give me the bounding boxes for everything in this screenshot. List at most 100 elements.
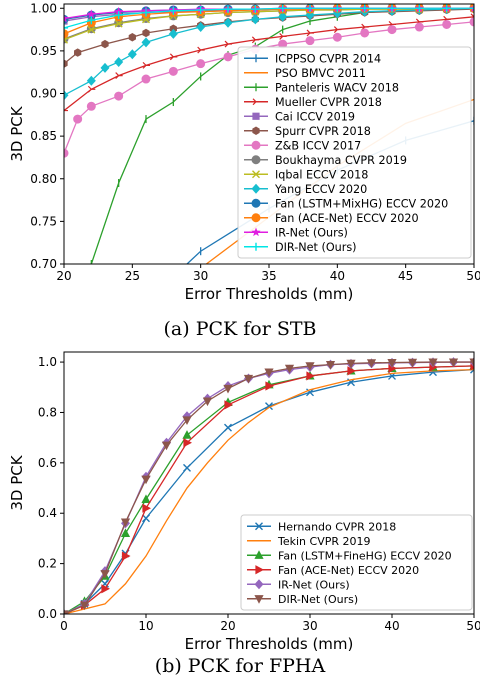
stb-legend-label-13: DIR-Net (Ours) [275,241,357,254]
stb-series-9-point-3 [114,56,124,67]
stb-x-tick-label-1: 25 [125,269,140,283]
stb-series-5-point-4 [142,28,150,38]
stb-series-6-point-16 [469,17,474,27]
stb-series-13-point-11 [360,4,369,13]
fpha-y-tick-label-1: 0.2 [38,557,57,571]
stb-series-line-3 [64,16,474,112]
stb-series-13-point-5 [196,5,205,14]
fpha-x-tick-label-5: 50 [466,619,480,633]
stb-series-5-point-3 [128,33,136,42]
stb-legend-marker-3 [252,98,260,106]
fpha-chart-panel: 0 10 20 30 40 50 0.0 0.2 0.4 0.6 0.8 1.0 Error Thres… [8,351,480,653]
fpha-x-tick-label-3: 30 [302,619,317,633]
stb-legend-marker-7 [251,155,261,165]
stb-series-9-point-6 [168,28,178,39]
fpha-x-tick-label-1: 10 [138,619,153,633]
stb-y-tick-label-1: 0.75 [30,214,57,228]
stb-series-13-point-7 [251,5,260,14]
fpha-series-5-point-9 [243,374,254,384]
stb-series-6-point-10 [305,36,315,46]
fpha-series-5-point-0 [64,610,69,614]
stb-series-3-point-5 [197,46,205,54]
fpha-y-tick-label-3: 0.6 [38,456,57,470]
fpha-series-5-point-1 [79,601,90,611]
fpha-series-5-point-16 [387,358,397,368]
fpha-legend-marker-3 [255,565,264,575]
fpha-y-tick-label-0: 0.0 [38,607,57,621]
fpha-series-5-point-4 [141,475,151,485]
stb-series-13-point-2 [114,11,123,20]
fpha-series-3-point-5 [183,438,192,448]
stb-series-5-point-5 [169,24,177,33]
stb-y-tick-label-0: 0.70 [30,257,57,271]
stb-series-9-point-2 [100,62,110,73]
fpha-series-3-point-4 [142,503,151,513]
stb-legend-label-1: PSO BMVC 2011 [275,67,366,80]
fpha-series-5-point-18 [428,358,438,368]
fpha-y-axis-label: 3D PCK [8,454,26,510]
stb-series-3-point-4 [169,53,178,61]
stb-series-12-point-0 [64,13,69,23]
stb-legend-marker-10 [251,198,261,208]
stb-series-9-point-4 [127,49,137,60]
stb-x-tick-label-2: 30 [193,269,208,283]
stb-series-11-point-0 [64,29,69,39]
stb-x-tick-label-4: 40 [330,269,345,283]
stb-legend-label-7: Boukhayma CVPR 2019 [275,154,407,167]
stb-x-tick-label-6: 50 [466,269,480,283]
fpha-series-3-point-9 [347,366,356,376]
stb-series-6-point-12 [360,28,370,38]
fpha-series-2-point-5 [182,430,192,439]
stb-series-3-point-3 [142,61,150,69]
stb-legend-marker-9 [251,183,261,194]
fpha-legend-box [240,514,473,611]
fpha-series-5-point-5 [161,441,172,451]
stb-y-tick-label-3: 0.85 [30,129,57,143]
fpha-series-5-point-17 [407,358,418,368]
stb-series-6-point-6 [196,59,206,69]
stb-series-3-point-6 [224,40,232,48]
stb-series-13-point-14 [442,4,451,13]
stb-series-13-point-9 [306,4,314,13]
stb-legend-marker-4 [252,112,260,120]
fpha-legend-label-3: Fan (ACE-Net) ECCV 2020 [278,564,419,577]
stb-series-9-point-9 [250,14,260,25]
fpha-series-group [64,357,474,614]
fpha-series-3-point-8 [306,371,315,381]
fpha-series-2-point-4 [141,494,151,503]
fpha-series-5-point-15 [366,359,377,368]
fpha-x-tick-label-4: 40 [384,619,399,633]
stb-series-line-13 [64,7,474,29]
stb-series-5-point-2 [101,39,109,49]
fpha-series-3-point-3 [121,551,131,561]
stb-series-6-point-14 [414,22,424,32]
fpha-series-5-point-11 [284,364,295,374]
fpha-series-3-point-2 [101,584,110,594]
stb-series-3-point-8 [279,32,287,40]
stb-series-3-point-7 [251,36,260,44]
stb-legend-label-11: Fan (ACE-Net) ECCV 2020 [275,212,419,225]
stb-x-axis-label: Error Thresholds (mm) [185,285,354,303]
stb-series-12-point-1 [86,9,96,19]
fpha-series-5-point-7 [202,397,213,407]
fpha-legend-label-2: Fan (LSTM+FineHG) ECCV 2020 [278,549,452,562]
fpha-axes-frame [63,351,475,615]
fpha-y-tick-label-5: 1.0 [38,355,57,369]
fpha-legend-marker-5 [254,595,264,604]
stb-x-tick-label-3: 35 [261,269,276,283]
stb-series-6-point-11 [332,32,342,42]
stb-series-6-point-1 [73,114,83,124]
fpha-legend-label-4: IR-Net (Ours) [278,578,350,591]
stb-series-group [64,4,474,264]
fpha-series-5-point-10 [264,368,274,378]
stb-series-6-point-0 [64,148,69,158]
stb-series-13-point-13 [415,4,424,13]
fpha-series-0-point-8 [306,388,314,397]
stb-series-13-point-4 [169,6,178,15]
fpha-legend-marker-4 [254,579,264,590]
stb-series-3-point-0 [64,109,68,112]
fpha-x-tick-label-0: 0 [60,619,68,633]
stb-legend-marker-11 [251,213,261,223]
fpha-series-0-point-4 [142,514,150,523]
